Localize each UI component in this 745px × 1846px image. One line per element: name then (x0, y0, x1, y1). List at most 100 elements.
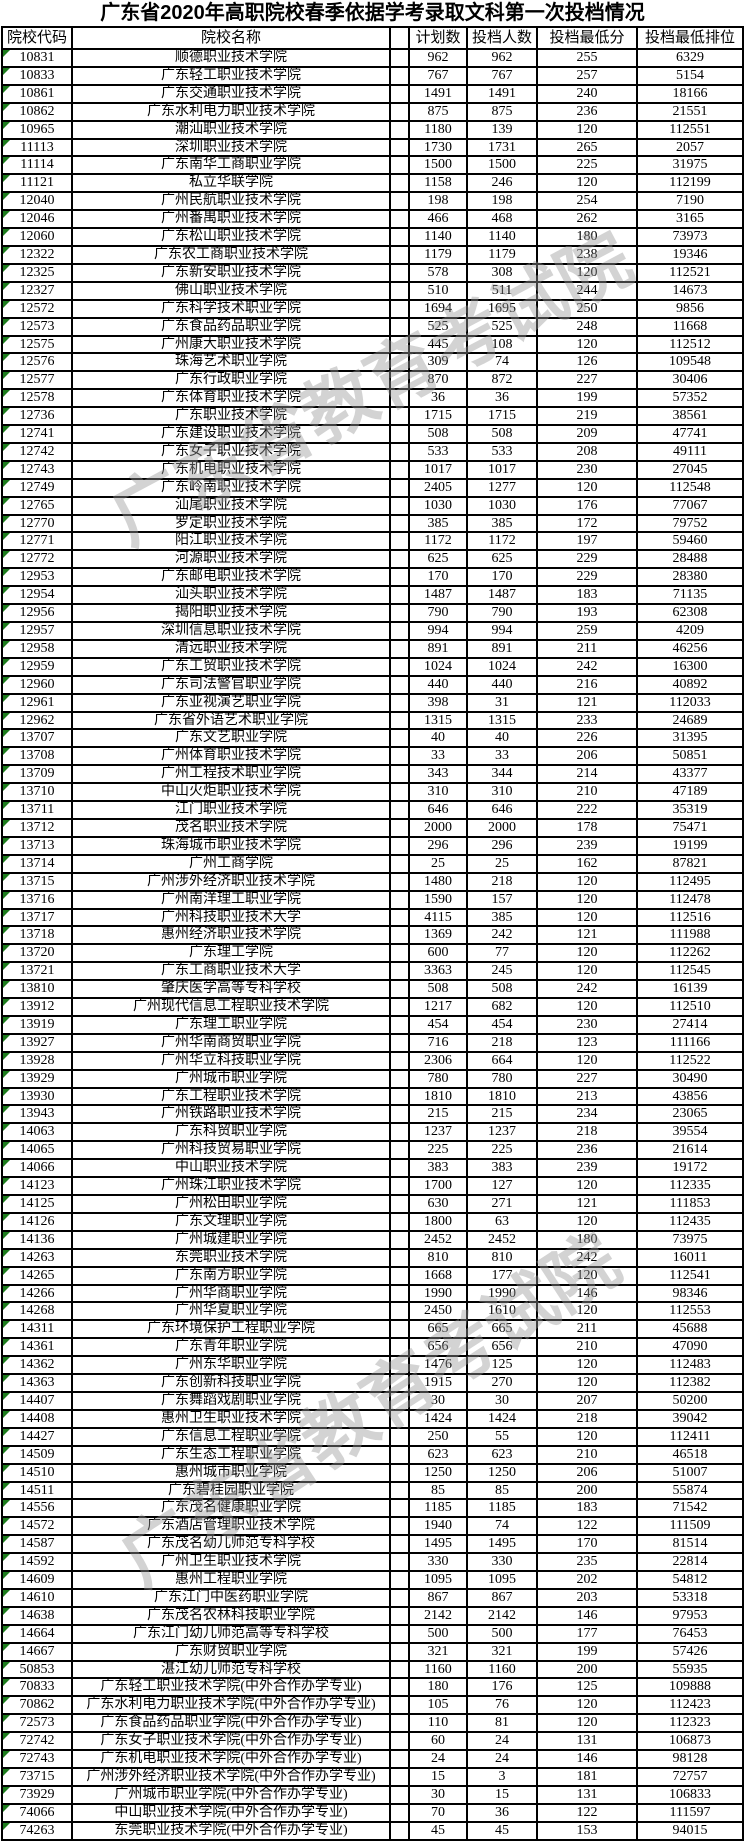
college-code-cell: 14063 (1, 1122, 73, 1143)
min-rank-cell: 106833 (636, 1784, 744, 1805)
college-code-cell: 72742 (1, 1731, 73, 1752)
triangle-marker-icon (3, 264, 10, 272)
triangle-marker-icon (3, 999, 10, 1007)
college-code-cell: 14638 (1, 1605, 73, 1626)
plan-count-cell: 330 (408, 1552, 468, 1573)
min-score-cell: 222 (536, 800, 638, 820)
triangle-marker-icon (3, 282, 10, 290)
college-code-cell: 13710 (1, 782, 73, 803)
min-rank-cell: 21614 (636, 1140, 744, 1161)
min-score-cell: 183 (536, 1498, 638, 1519)
applicant-count-cell: 508 (466, 979, 538, 1000)
college-code-cell: 14511 (1, 1480, 73, 1501)
table-row: 13717 广州科技职业技术大学 4115 385 120 112516 (1, 907, 744, 928)
spacer-cell (389, 298, 410, 319)
min-score-cell: 146 (536, 1605, 638, 1626)
college-name-cell: 阳江职业技术学院 (71, 531, 391, 552)
college-code-cell: 12959 (1, 656, 73, 677)
college-name-cell: 广州卫生职业技术学院 (71, 1552, 391, 1573)
min-rank-cell: 53318 (636, 1587, 744, 1608)
table-row: 14065 广州科技贸易职业学院 225 225 236 21614 (1, 1140, 744, 1161)
min-score-cell: 146 (536, 1283, 638, 1304)
spacer-cell (389, 477, 410, 498)
table-row: 10861 广东交通职业技术学院 1491 1491 240 18166 (1, 83, 744, 104)
college-name-cell: 广东轻工职业技术学院(中外合作办学专业) (71, 1677, 391, 1698)
spacer-cell (389, 549, 410, 570)
triangle-marker-icon (3, 802, 10, 810)
table-row: 10862 广东水利电力职业技术学院 875 875 236 21551 (1, 101, 744, 122)
plan-count-cell: 623 (408, 1444, 468, 1465)
college-name-cell: 广东酒店管理职业技术学院 (71, 1516, 391, 1537)
college-code-cell: 14126 (1, 1211, 73, 1232)
min-score-cell: 214 (536, 764, 638, 785)
college-code-cell: 13721 (1, 961, 73, 982)
applicant-count-cell: 468 (466, 209, 538, 230)
spacer-cell (389, 692, 410, 713)
min-score-cell: 206 (536, 1462, 638, 1483)
plan-count-cell: 1172 (408, 531, 468, 552)
college-code-cell: 14123 (1, 1176, 73, 1196)
min-score-cell: 265 (536, 137, 638, 158)
triangle-marker-icon (3, 891, 10, 899)
spacer-cell (389, 1587, 410, 1608)
min-rank-cell: 7190 (636, 191, 744, 212)
college-name-cell: 广东信息工程职业学院 (71, 1426, 391, 1447)
spacer-cell (389, 155, 410, 176)
min-rank-cell: 19346 (636, 244, 744, 265)
college-name-cell: 广东文艺职业学院 (71, 728, 391, 749)
college-code-cell: 13929 (1, 1068, 73, 1089)
applicant-count-cell: 1495 (466, 1534, 538, 1555)
min-rank-cell: 57352 (636, 388, 744, 409)
min-score-cell: 210 (536, 1444, 638, 1465)
table-row: 73929 广州城市职业学院(中外合作办学专业) 30 15 131 10683… (1, 1784, 744, 1805)
table-row: 14362 广州东华职业学院 1476 125 120 112483 (1, 1355, 744, 1376)
college-name-cell: 广东行政职业学院 (71, 370, 391, 391)
college-code-cell: 14407 (1, 1390, 73, 1411)
applicant-count-cell: 1990 (466, 1283, 538, 1304)
college-code-cell: 14556 (1, 1498, 73, 1519)
applicant-count-cell: 1731 (466, 137, 538, 158)
spacer-cell (389, 1086, 410, 1107)
plan-count-cell: 45 (408, 1820, 468, 1841)
applicant-count-cell: 321 (466, 1641, 538, 1662)
triangle-marker-icon (3, 587, 10, 595)
table-row: 12957 深圳信息职业技术学院 994 994 259 4209 (1, 621, 744, 641)
triangle-marker-icon (3, 103, 10, 111)
table-row: 12962 广东省外语艺术职业学院 1315 1315 233 24689 (1, 710, 744, 731)
spacer-cell (389, 1265, 410, 1286)
college-code-cell: 13912 (1, 997, 73, 1017)
college-code-cell: 12572 (1, 298, 73, 319)
applicant-count-cell: 246 (466, 173, 538, 194)
spacer-cell (389, 1462, 410, 1483)
college-name-cell: 广东司法警官职业学院 (71, 674, 391, 695)
min-score-cell: 236 (536, 1140, 638, 1161)
spacer-cell (389, 1641, 410, 1662)
plan-count-cell: 383 (408, 1158, 468, 1179)
min-rank-cell: 111988 (636, 925, 744, 946)
min-rank-cell: 43377 (636, 764, 744, 785)
spacer-cell (389, 1623, 410, 1644)
min-score-cell: 240 (536, 83, 638, 104)
spacer-cell (389, 764, 410, 785)
applicant-count-cell: 1487 (466, 585, 538, 606)
min-score-cell: 146 (536, 1749, 638, 1769)
triangle-marker-icon (3, 784, 10, 792)
min-rank-cell: 47741 (636, 424, 744, 444)
min-rank-cell: 46256 (636, 638, 744, 659)
plan-count-cell: 646 (408, 800, 468, 820)
college-code-cell: 13716 (1, 889, 73, 910)
min-rank-cell: 73975 (636, 1229, 744, 1250)
college-name-cell: 广东松山职业技术学院 (71, 227, 391, 247)
college-name-cell: 东莞职业技术学院(中外合作办学专业) (71, 1820, 391, 1841)
applicant-count-cell: 1179 (466, 244, 538, 265)
min-score-cell: 120 (536, 1426, 638, 1447)
applicant-count-cell: 296 (466, 835, 538, 856)
plan-count-cell: 1990 (408, 1283, 468, 1304)
college-code-cell: 13715 (1, 871, 73, 892)
spacer-cell (389, 925, 410, 946)
college-name-cell: 广东理工学院 (71, 943, 391, 964)
triangle-marker-icon (3, 1303, 10, 1311)
applicant-count-cell: 330 (466, 1552, 538, 1573)
table-row: 12953 广东邮电职业技术学院 170 170 229 28380 (1, 567, 744, 588)
college-code-cell: 10861 (1, 83, 73, 104)
